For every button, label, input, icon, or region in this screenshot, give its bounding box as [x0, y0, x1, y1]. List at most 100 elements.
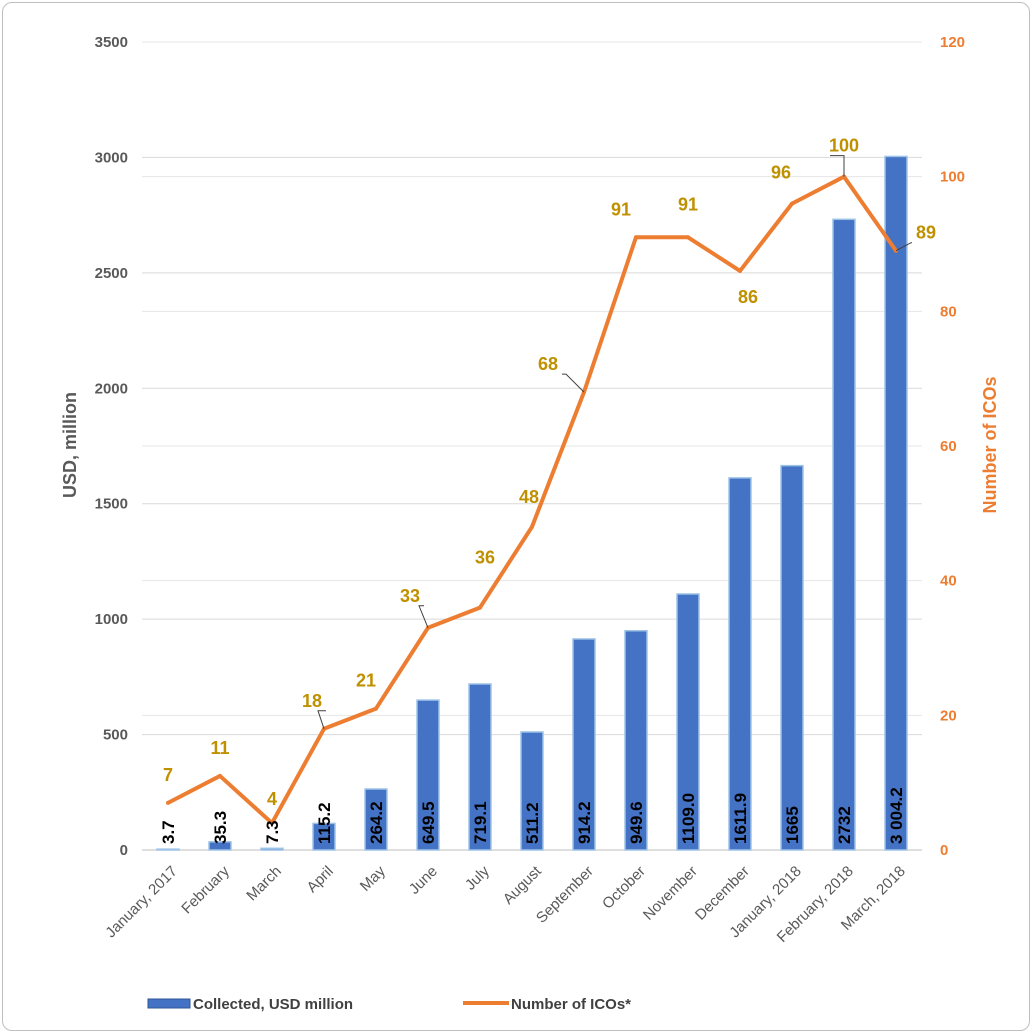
bar-value-label: 1611.9 [731, 793, 750, 844]
bar-value-label: 511.2 [523, 802, 542, 844]
y-tick-label-left: 1500 [95, 496, 128, 513]
bar [520, 731, 544, 851]
x-tick-label: March [243, 863, 284, 904]
bar-value-label: 3.7 [159, 820, 178, 844]
x-tick-label: April [304, 863, 337, 896]
bar [156, 848, 180, 851]
y-tick-label-left: 2000 [95, 380, 128, 397]
bar-value-label: 35.3 [211, 811, 230, 844]
x-tick-label: June [406, 863, 441, 898]
bar [884, 155, 908, 851]
bar-value-label: 649.5 [419, 801, 438, 844]
y-axis-title-left: USD, million [60, 392, 80, 498]
line-value-label: 7 [163, 765, 173, 785]
bar [572, 638, 596, 851]
bar [676, 593, 700, 851]
y-tick-label-right: 100 [940, 169, 965, 186]
line-point [686, 235, 690, 240]
legend-label-bars: Collected, USD million [193, 996, 353, 1013]
y-tick-label-left: 3000 [95, 149, 128, 166]
bar-value-label: 7.3 [263, 820, 282, 844]
bar [728, 477, 752, 851]
bar-value-label: 1665 [783, 806, 802, 844]
line-value-label: 18 [302, 691, 322, 711]
line-value-label: 86 [738, 287, 758, 307]
label-leader-line [830, 155, 845, 177]
line-value-label: 33 [400, 586, 420, 606]
bar [416, 699, 440, 851]
bar-value-label: 949.6 [627, 801, 646, 844]
y-tick-label-left: 2500 [95, 265, 128, 282]
y-tick-label-right: 80 [940, 303, 957, 320]
line-value-label: 68 [538, 354, 558, 374]
label-leader-line [895, 242, 912, 252]
legend: Collected, USD million Number of ICOs* [147, 996, 631, 1013]
x-tick-label: September [533, 863, 597, 927]
line-point [166, 800, 170, 805]
line-value-label: 96 [771, 163, 791, 183]
x-tick-label: July [462, 862, 493, 893]
line-value-label: 4 [267, 789, 277, 809]
x-tick-label: January, 2017 [102, 863, 180, 941]
legend-label-line: Number of ICOs* [511, 996, 631, 1013]
bar-value-label: 3 004.2 [887, 787, 906, 844]
line-value-label: 48 [519, 487, 539, 507]
line-value-label: 11 [210, 738, 229, 758]
bar [832, 218, 856, 851]
bar-value-label: 719.1 [471, 801, 490, 844]
line-value-label: 21 [356, 671, 376, 691]
x-tick-label: May [357, 862, 389, 894]
y-tick-label-left: 3500 [95, 34, 128, 51]
y-axis-right: 0 20 40 60 80 100 120 [940, 34, 965, 859]
x-tick-label: November [640, 863, 701, 924]
line-point [634, 235, 638, 240]
x-tick-label: August [500, 862, 546, 908]
bar [468, 683, 492, 851]
line-value-label: 91 [678, 194, 698, 214]
bar [260, 847, 284, 851]
legend-swatch-bars [147, 998, 191, 1009]
gridlines [142, 41, 922, 851]
y-tick-label-right: 120 [940, 34, 965, 51]
y-axis-title-right: Number of ICOs [980, 376, 1000, 513]
line-labels: 7 11 4 18 21 33 36 48 68 91 91 86 96 100 89 [163, 136, 936, 809]
label-leader-line [418, 605, 429, 628]
y-tick-label-left: 1000 [95, 611, 128, 628]
bar-value-label: 115.2 [315, 802, 334, 844]
bar-value-label: 1109.0 [679, 793, 698, 844]
line-value-label: 36 [475, 548, 495, 568]
line-point [218, 773, 222, 778]
line-point [530, 524, 534, 529]
line-value-label: 91 [611, 199, 631, 219]
line-value-label: 89 [916, 223, 936, 243]
bar-value-label: 264.2 [367, 801, 386, 844]
line-point [478, 605, 482, 610]
bar [364, 788, 388, 851]
y-tick-label-right: 20 [940, 707, 957, 724]
line-point [374, 706, 378, 711]
line-value-label: 100 [829, 136, 859, 156]
bar [780, 464, 804, 851]
bar-value-label: 2732 [835, 806, 854, 844]
y-tick-label-right: 40 [940, 573, 957, 590]
line-point [790, 201, 794, 206]
label-leader-line [317, 710, 326, 729]
bar [312, 822, 336, 851]
x-tick-label: February [178, 862, 233, 917]
bar-labels: 3.7 35.3 7.3 115.2 264.2 649.5 719.1 511.2 914.2… [159, 787, 906, 844]
bar-series [156, 155, 908, 851]
bar [624, 630, 648, 851]
bar-value-label: 914.2 [575, 801, 594, 844]
y-tick-label-left: 500 [103, 727, 128, 744]
label-leader-line [562, 373, 585, 393]
line-point [270, 821, 274, 826]
line-point [738, 268, 742, 273]
y-tick-label-right: 60 [940, 438, 957, 455]
y-tick-label-right: 0 [940, 842, 948, 859]
y-axis-left: 0 500 1000 1500 2000 2500 3000 3500 [95, 34, 128, 859]
bar [208, 841, 232, 851]
x-tick-label: October [599, 863, 649, 913]
